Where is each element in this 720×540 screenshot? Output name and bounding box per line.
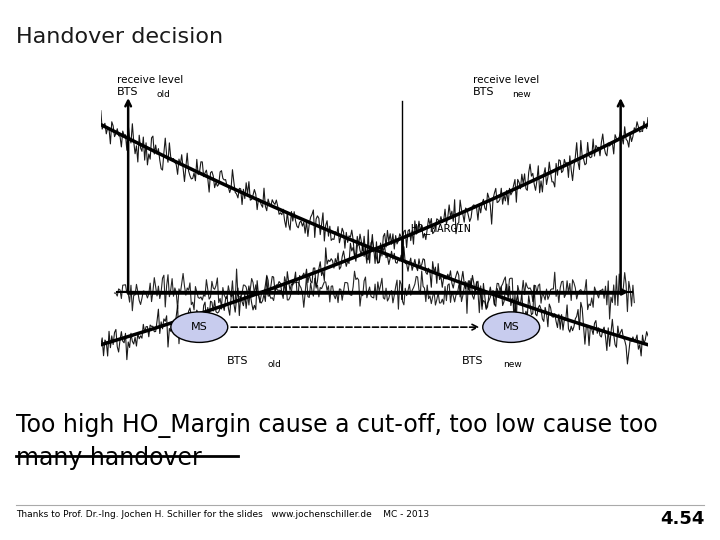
Text: MS: MS xyxy=(191,322,207,332)
Text: receive level: receive level xyxy=(117,75,184,85)
Text: BTS: BTS xyxy=(227,356,248,366)
Text: Thanks to Prof. Dr.-Ing. Jochen H. Schiller for the slides   www.jochenschiller.: Thanks to Prof. Dr.-Ing. Jochen H. Schil… xyxy=(16,510,429,519)
Text: Too high HO_Margin cause a cut-off, too low cause too: Too high HO_Margin cause a cut-off, too … xyxy=(16,413,657,438)
Text: receive level: receive level xyxy=(473,75,539,85)
Text: old: old xyxy=(157,90,171,99)
Text: 4.54: 4.54 xyxy=(660,510,704,528)
Text: BTS: BTS xyxy=(473,87,495,97)
Text: HO_MARGIN: HO_MARGIN xyxy=(410,223,471,234)
Text: MS: MS xyxy=(503,322,520,332)
Text: Handover decision: Handover decision xyxy=(16,27,223,47)
Circle shape xyxy=(482,312,540,342)
Text: old: old xyxy=(268,360,282,369)
Circle shape xyxy=(171,312,228,342)
Text: BTS: BTS xyxy=(117,87,139,97)
Text: many handover: many handover xyxy=(16,446,202,469)
Text: new: new xyxy=(503,360,522,369)
Text: new: new xyxy=(513,90,531,99)
Text: BTS: BTS xyxy=(462,356,484,366)
